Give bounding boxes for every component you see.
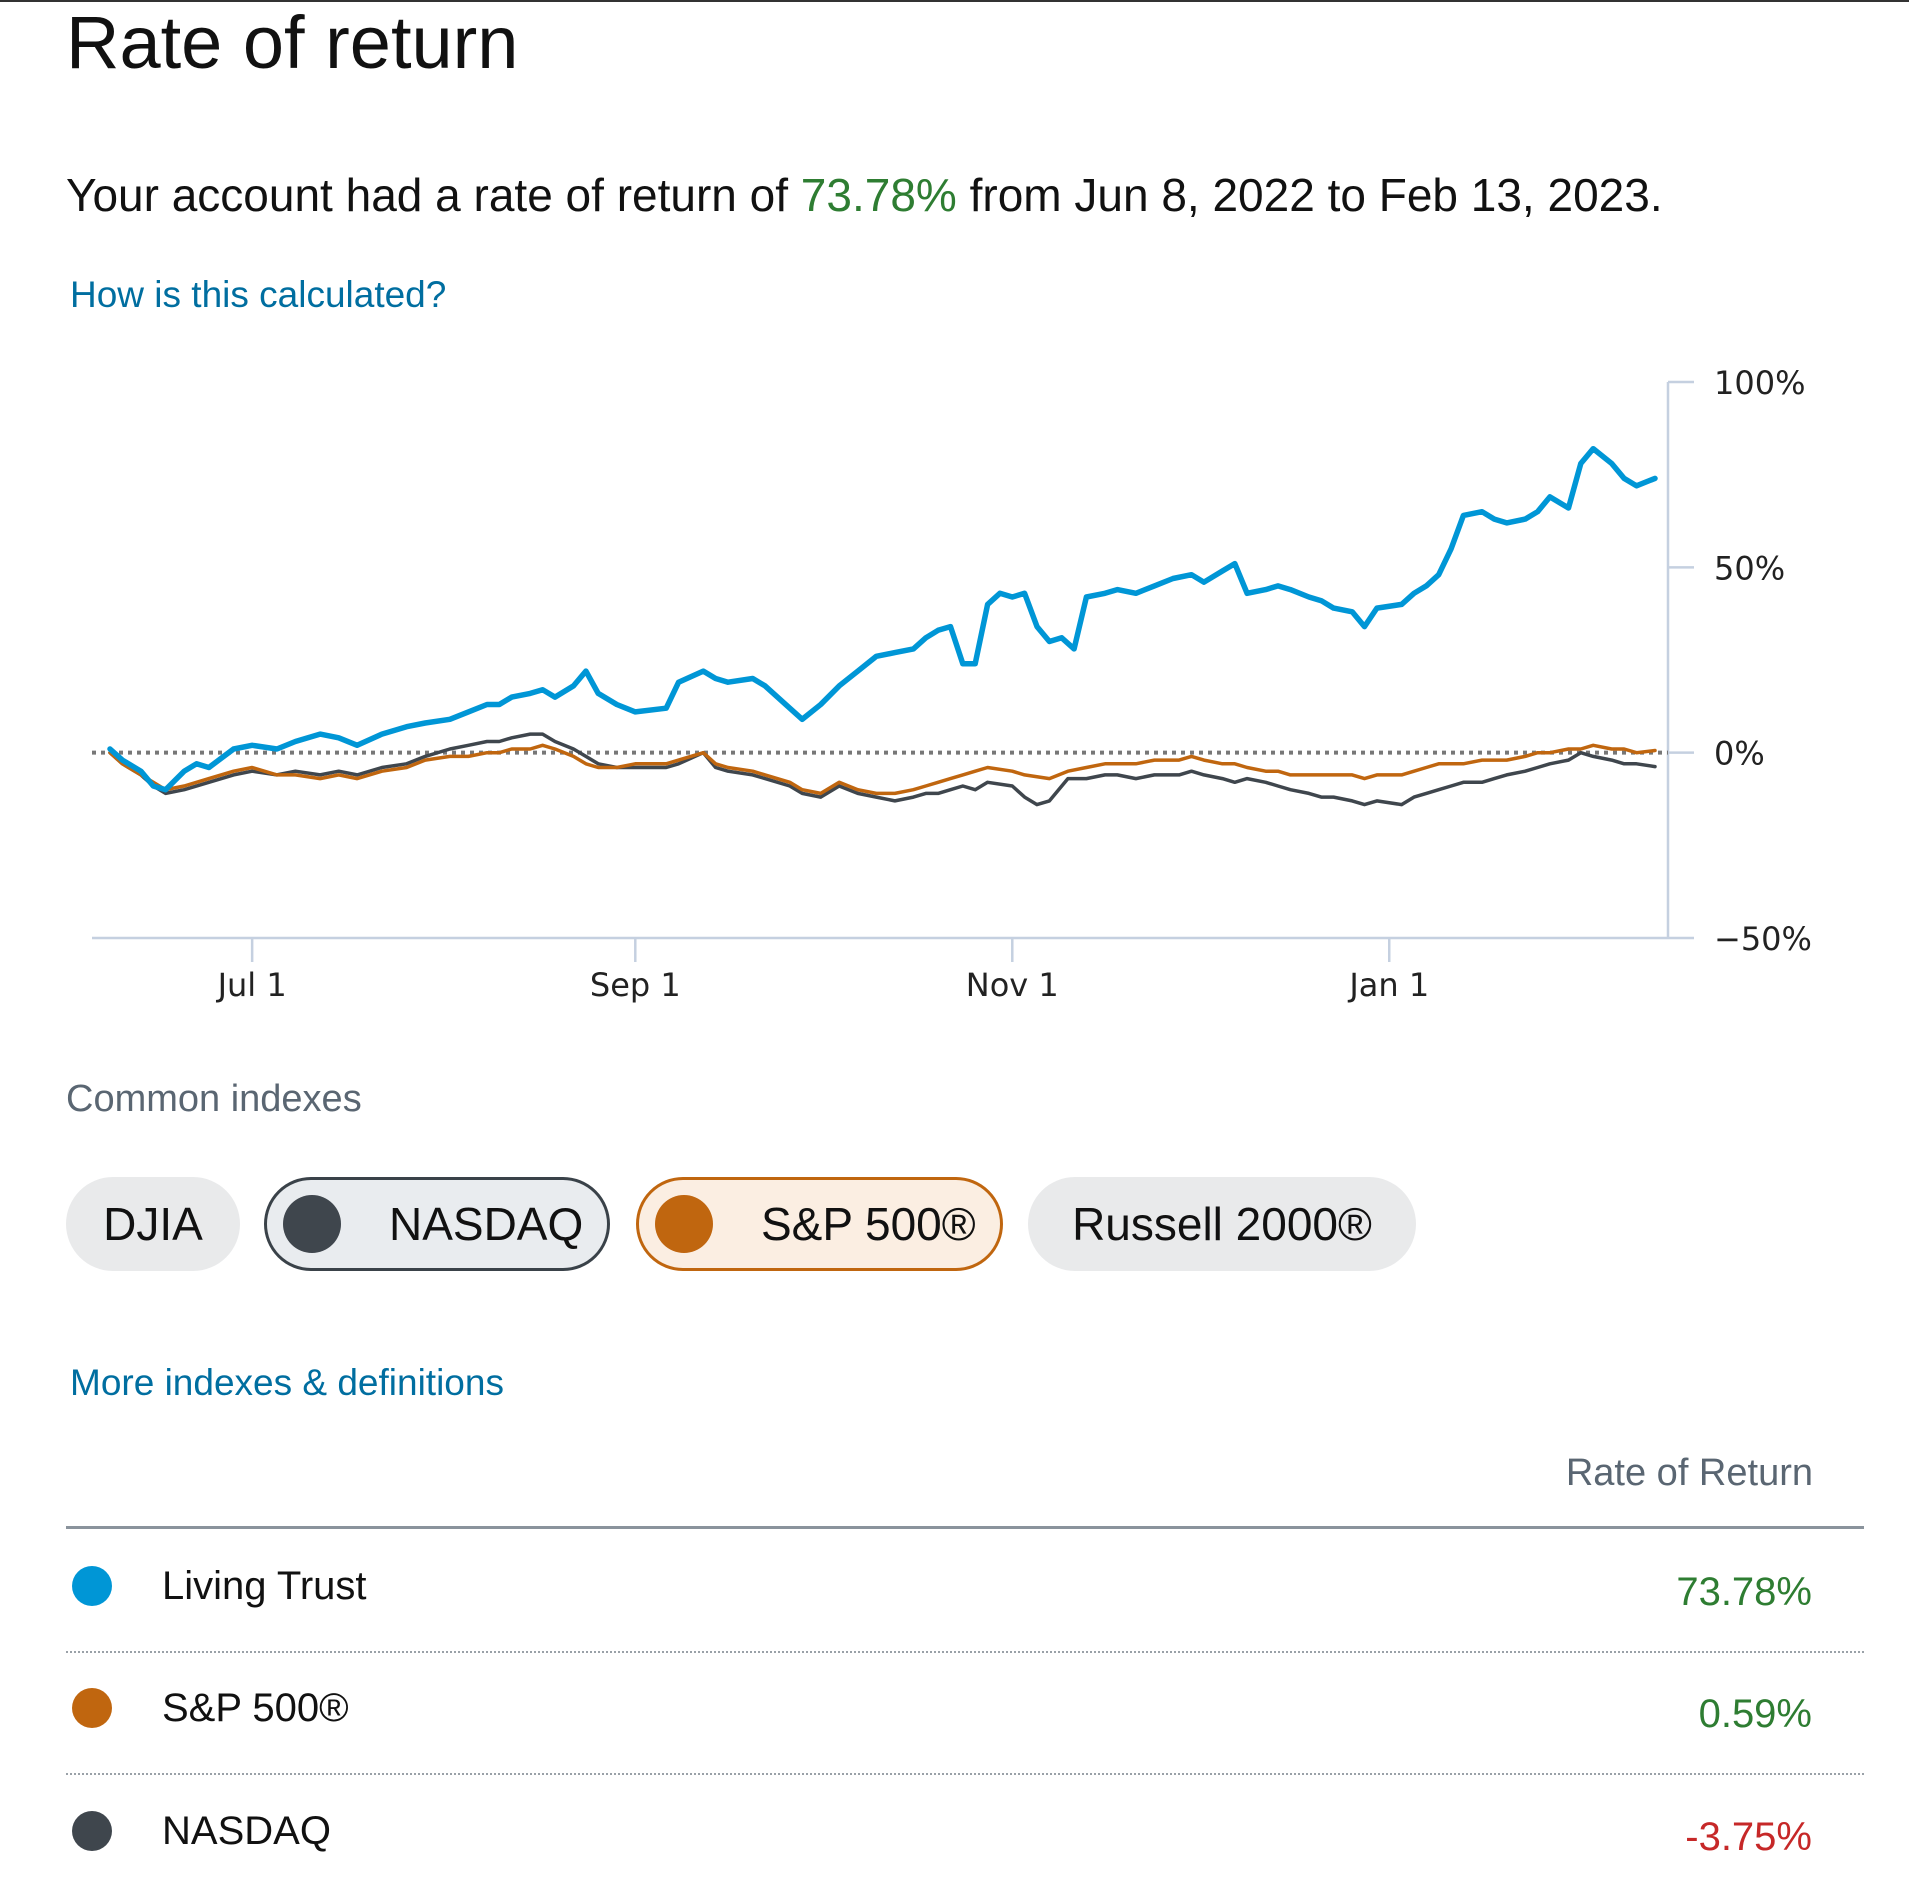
chart-tick-labels: 100% 50% 0% −50% Jul 1 Sep 1 Nov 1 Jan 1 <box>216 364 1812 1004</box>
return-summary: Your account had a rate of return of 73.… <box>66 168 1663 222</box>
x-tick-label: Nov 1 <box>966 966 1059 1004</box>
rate-of-return-column-header: Rate of Return <box>1565 1452 1813 1494</box>
index-chip-sp500[interactable]: S&P 500® <box>636 1177 1003 1271</box>
index-chip-russell-2000[interactable]: Russell 2000® <box>1028 1177 1416 1271</box>
x-tick-label: Sep 1 <box>590 966 681 1004</box>
chip-label: NASDAQ <box>389 1198 584 1250</box>
table-row: Living Trust 73.78% <box>66 1558 1812 1638</box>
row-name: S&P 500® <box>162 1686 349 1730</box>
sp500-color-dot <box>655 1195 713 1253</box>
chip-label: DJIA <box>103 1198 203 1250</box>
summary-return-value: 73.78% <box>800 169 957 221</box>
row-value: 0.59% <box>1698 1692 1812 1736</box>
rate-of-return-chart[interactable]: 100% 50% 0% −50% Jul 1 Sep 1 Nov 1 Jan 1 <box>0 360 1909 1020</box>
row-value: 73.78% <box>1676 1570 1812 1614</box>
y-tick-label: 50% <box>1714 549 1785 587</box>
common-indexes-label: Common indexes <box>66 1078 362 1120</box>
more-indexes-link[interactable]: More indexes & definitions <box>70 1362 504 1403</box>
table-header-divider <box>66 1526 1864 1529</box>
y-tick-label: 100% <box>1714 364 1805 402</box>
legend-dot-nasdaq <box>72 1811 112 1851</box>
index-chip-djia[interactable]: DJIA <box>66 1177 240 1271</box>
row-name: NASDAQ <box>162 1809 331 1853</box>
summary-date-range: from Jun 8, 2022 to Feb 13, 2023. <box>956 169 1663 221</box>
row-value: -3.75% <box>1685 1815 1812 1859</box>
x-tick-label: Jul 1 <box>216 966 287 1004</box>
series-line-nasdaq <box>108 732 1657 807</box>
series-line-account <box>107 445 1658 793</box>
summary-prefix: Your account had a rate of return of <box>66 169 801 221</box>
legend-dot-sp500 <box>72 1688 112 1728</box>
how-calculated-link[interactable]: How is this calculated? <box>70 274 447 315</box>
x-tick-label: Jan 1 <box>1347 966 1429 1004</box>
row-name: Living Trust <box>162 1564 367 1608</box>
legend-dot-living-trust <box>72 1566 112 1606</box>
chart-series <box>107 445 1658 807</box>
page-title: Rate of return <box>66 1 519 84</box>
y-tick-label: 0% <box>1714 735 1765 773</box>
series-line-sp500 <box>108 743 1657 796</box>
row-divider <box>66 1651 1864 1653</box>
row-divider <box>66 1773 1864 1775</box>
nasdaq-color-dot <box>283 1195 341 1253</box>
table-row: NASDAQ -3.75% <box>66 1803 1812 1883</box>
chip-label: S&P 500® <box>761 1198 976 1250</box>
index-chip-nasdaq[interactable]: NASDAQ <box>264 1177 610 1271</box>
chip-label: Russell 2000® <box>1072 1198 1372 1250</box>
chart-axes <box>92 380 1694 962</box>
y-tick-label: −50% <box>1714 920 1812 958</box>
table-row: S&P 500® 0.59% <box>66 1680 1812 1760</box>
top-border <box>0 0 1909 2</box>
